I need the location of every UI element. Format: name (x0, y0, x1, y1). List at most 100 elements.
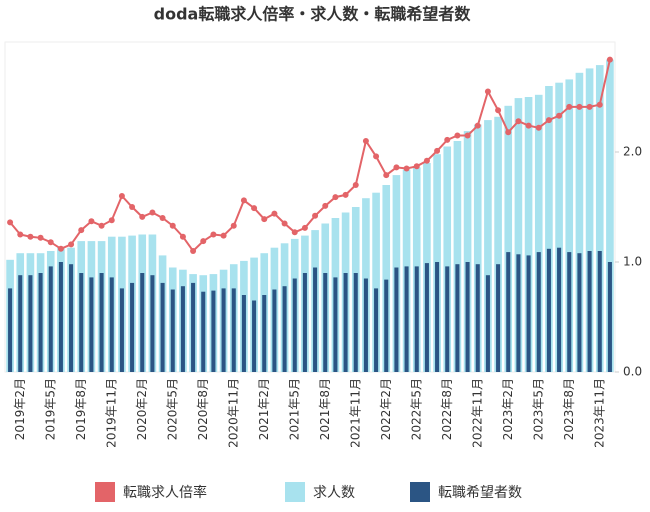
x-tick-label: 2019年5月 (43, 378, 57, 440)
point (261, 216, 268, 223)
bar (69, 264, 74, 372)
point (454, 132, 461, 139)
point (98, 222, 105, 229)
bar (160, 282, 165, 372)
bar (435, 262, 440, 372)
y-tick-label: 2.0 (623, 145, 642, 159)
point (423, 157, 430, 164)
bar (79, 273, 84, 372)
bar (302, 273, 307, 372)
x-tick-label: 2022年8月 (440, 378, 454, 440)
point (179, 233, 186, 240)
bar (443, 146, 452, 372)
point (495, 107, 502, 114)
point (556, 112, 563, 119)
point (251, 205, 258, 212)
point (332, 194, 339, 201)
bar (485, 275, 490, 372)
point (576, 103, 583, 110)
legend-swatch (95, 482, 115, 502)
point (383, 172, 390, 179)
bar (587, 251, 592, 372)
point (484, 88, 491, 95)
point (464, 132, 471, 139)
bar (534, 94, 543, 373)
bar (150, 275, 155, 372)
x-tick-label: 2021年5月 (287, 378, 301, 440)
bar (323, 273, 328, 372)
point (413, 163, 420, 170)
x-tick-label: 2020年11月 (226, 378, 240, 448)
point (312, 212, 319, 219)
bar (516, 254, 521, 372)
point (606, 56, 613, 63)
x-tick-label: 2022年11月 (470, 378, 484, 448)
legend-label: 転職求人倍率 (123, 484, 207, 501)
bar (524, 97, 533, 372)
bar (494, 116, 502, 372)
bar (28, 275, 33, 372)
bar (536, 252, 541, 372)
bar (463, 131, 472, 372)
point (586, 103, 593, 110)
point (271, 210, 278, 217)
legend-label: 求人数 (313, 485, 355, 501)
point (474, 122, 481, 129)
point (240, 197, 247, 204)
point (7, 219, 14, 226)
point (37, 234, 44, 241)
bar (424, 263, 429, 372)
bar (201, 291, 206, 372)
x-tick-label: 2019年2月 (13, 378, 27, 440)
bar (394, 267, 399, 372)
bar (180, 286, 185, 372)
x-tick-label: 2023年5月 (531, 378, 545, 440)
bar (18, 275, 23, 372)
bar (607, 262, 612, 372)
point (159, 215, 166, 221)
y-tick-label: 0.0 (623, 365, 642, 379)
point (149, 209, 156, 216)
point (200, 238, 207, 245)
point (210, 231, 217, 238)
bar (557, 247, 562, 372)
point (27, 233, 34, 240)
bar (506, 252, 511, 372)
bar (473, 124, 482, 372)
bar (109, 277, 114, 372)
bar (89, 277, 94, 372)
point (47, 239, 54, 246)
point (139, 213, 146, 220)
point (281, 220, 288, 227)
bar (545, 86, 553, 372)
point (17, 231, 24, 238)
x-tick-label: 2021年2月 (257, 378, 271, 440)
point (220, 232, 227, 239)
bar (8, 288, 13, 372)
x-tick-label: 2021年11月 (348, 378, 362, 448)
point (342, 191, 349, 198)
bar (404, 266, 409, 372)
point (301, 224, 308, 231)
point (515, 118, 522, 125)
bar (445, 266, 450, 372)
bar (372, 192, 380, 372)
bar (221, 288, 226, 372)
bar (453, 141, 462, 372)
point (190, 248, 197, 254)
x-tick-label: 2021年8月 (318, 378, 332, 440)
bar (191, 282, 196, 372)
point (596, 101, 603, 108)
bar (252, 300, 257, 372)
point (108, 217, 115, 224)
y-tick-label: 1.0 (623, 255, 642, 269)
point (57, 245, 64, 252)
bar (48, 266, 53, 372)
bar (514, 98, 523, 372)
bar (585, 68, 594, 373)
x-tick-label: 2023年2月 (501, 378, 515, 440)
x-tick-label: 2020年2月 (135, 378, 149, 440)
point (545, 117, 552, 124)
point (525, 122, 532, 129)
bar (484, 120, 492, 372)
